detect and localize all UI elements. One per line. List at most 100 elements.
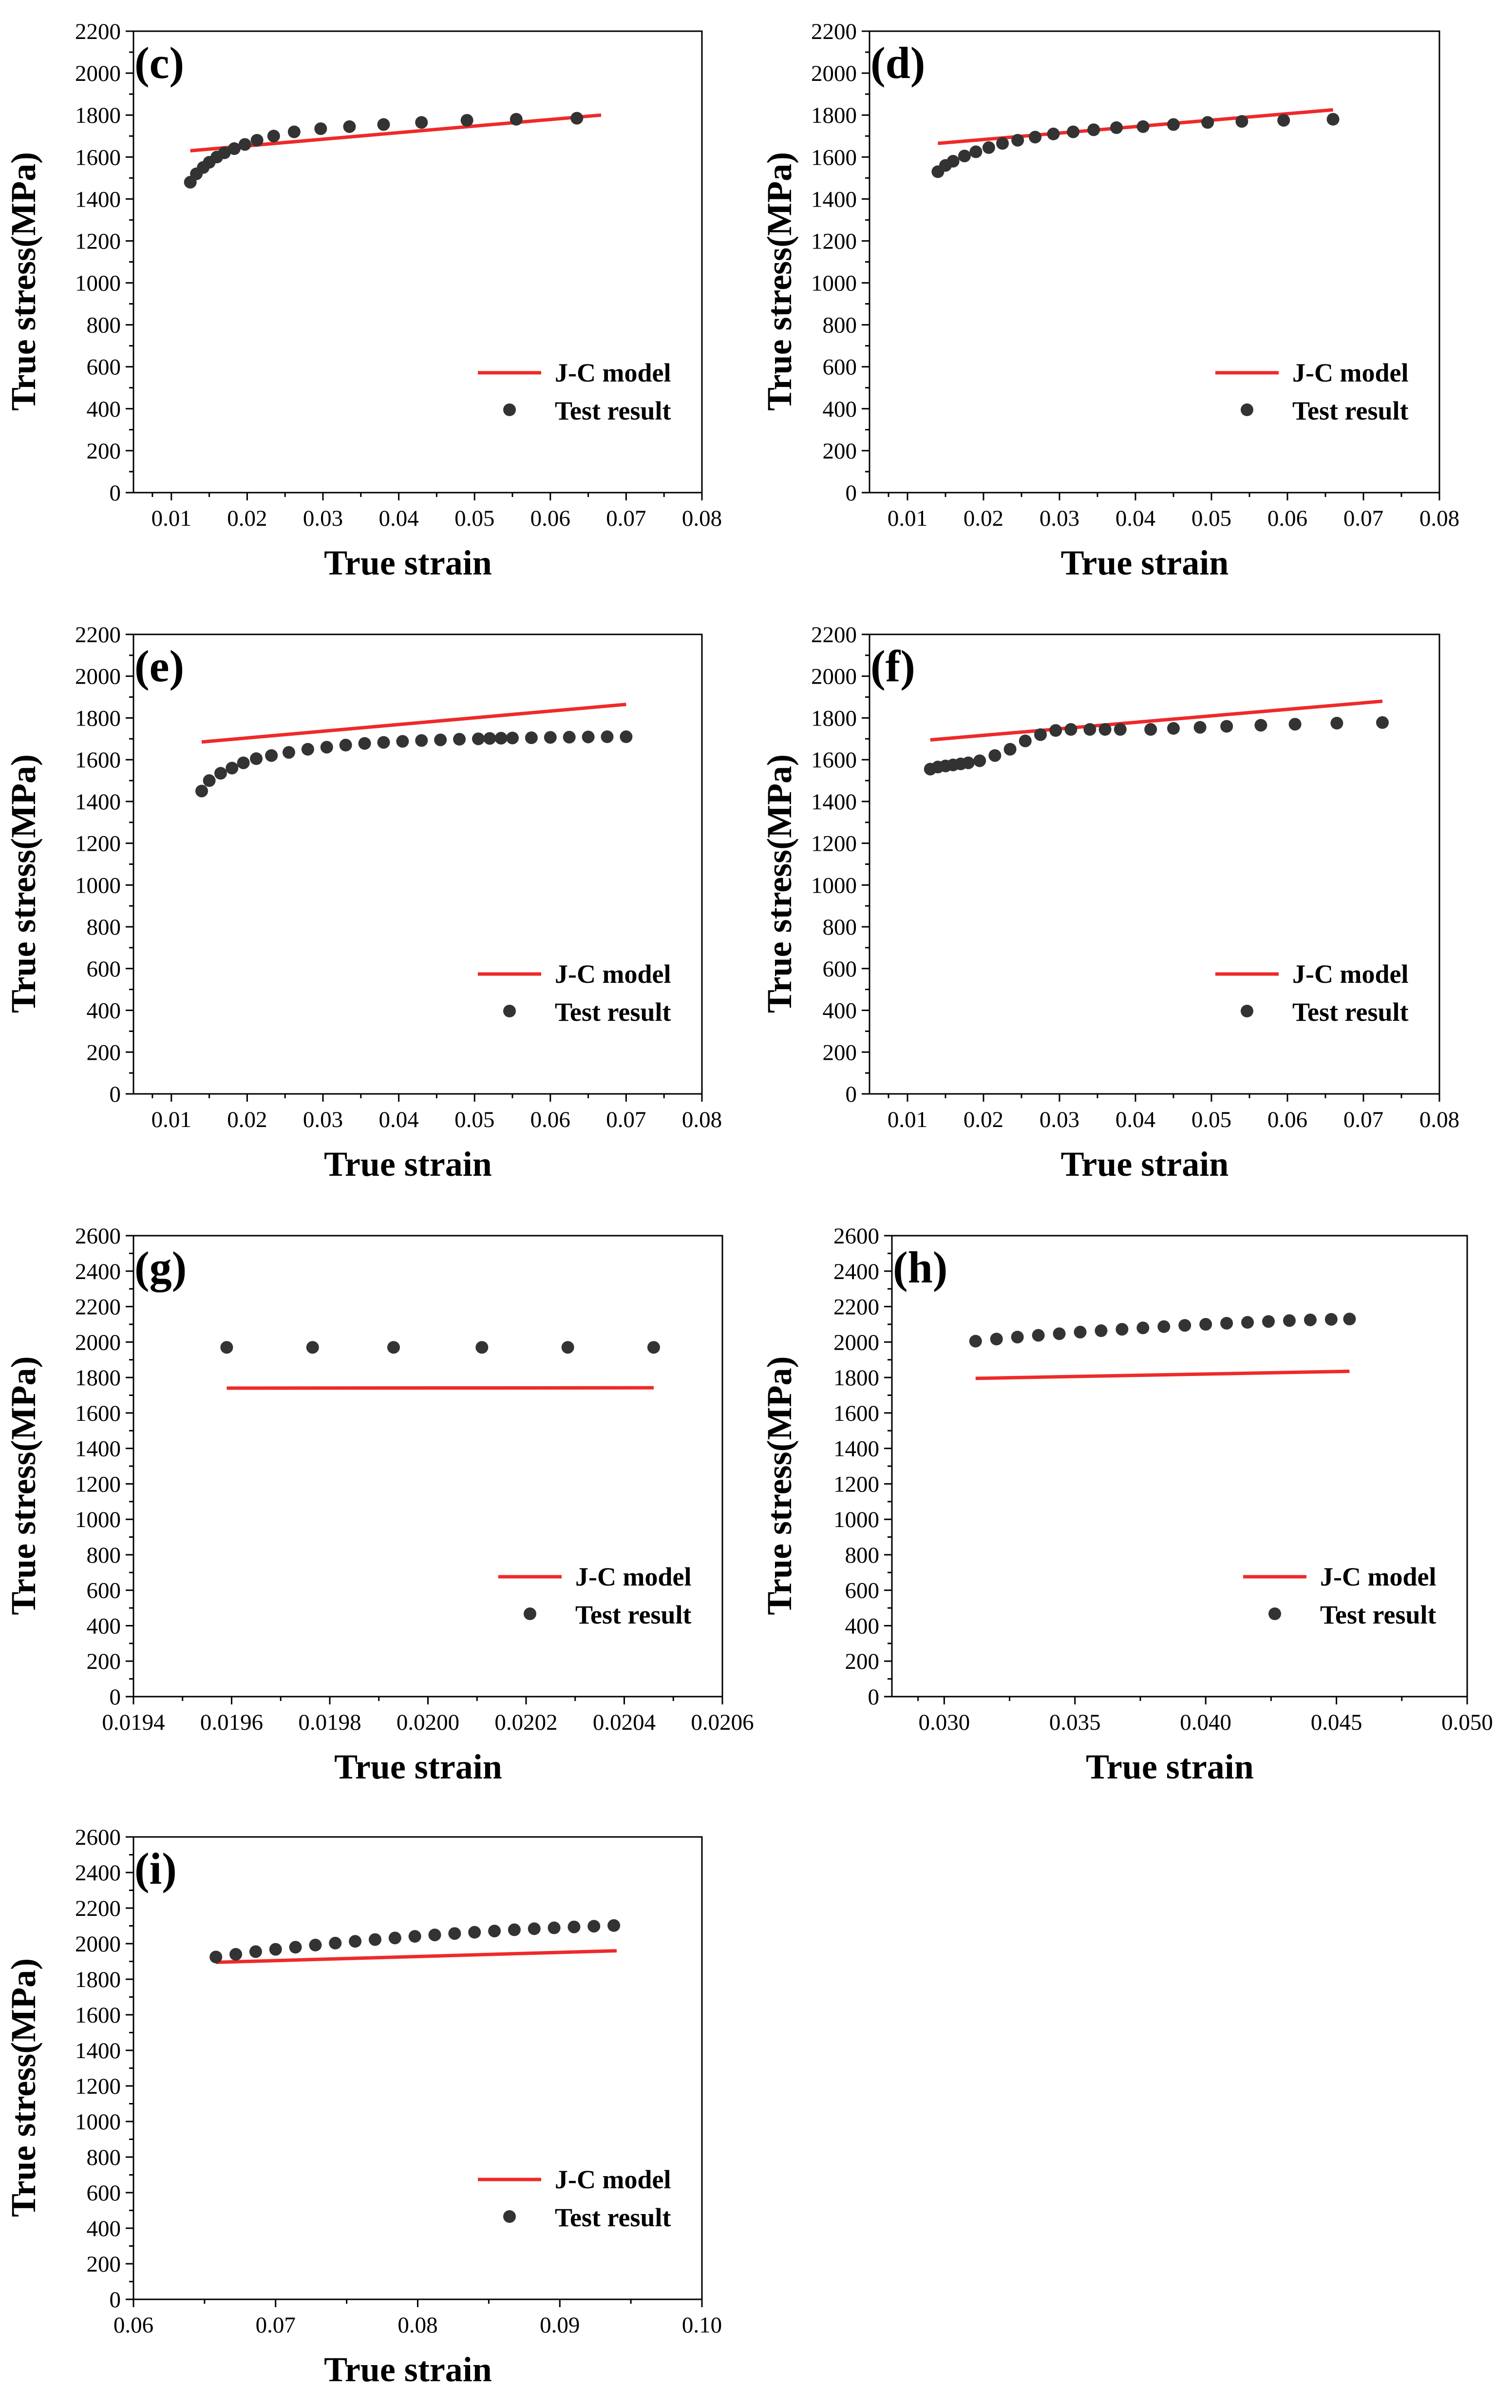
y-tick-label: 0 [846,1082,857,1107]
y-tick-label: 1600 [75,2003,121,2028]
y-tick-label: 800 [87,1543,121,1568]
legend-label-model: J-C model [555,2165,671,2194]
test-result-point [506,731,519,745]
x-tick-label: 0.05 [1191,506,1231,531]
test-result-point [1262,1315,1275,1328]
x-tick-label: 0.07 [606,506,646,531]
y-tick-label: 0 [110,1082,121,1107]
y-tick-label: 400 [87,998,121,1024]
y-tick-label: 2600 [833,1223,879,1249]
y-tick-label: 400 [845,1613,880,1639]
test-result-point [1330,717,1343,730]
y-tick-label: 2000 [811,664,857,689]
panel-label: (f) [870,641,915,691]
y-tick-label: 200 [87,1649,121,1674]
test-result-point [358,737,371,750]
panel-label: (g) [134,1242,187,1292]
y-tick-label: 2200 [75,622,121,648]
y-tick-label: 1600 [811,747,857,773]
test-result-point [988,749,1002,762]
test-result-point [1343,1313,1356,1326]
y-tick-label: 2400 [833,1259,879,1284]
test-result-point [1136,1321,1150,1335]
y-tick-label: 1400 [75,187,121,212]
x-tick-label: 0.06 [530,506,570,531]
y-tick-label: 600 [87,1578,121,1604]
test-result-point [377,118,390,131]
y-tick-label: 0 [110,480,121,506]
test-result-point [958,150,971,163]
test-result-point [1029,131,1042,144]
x-tick-label: 0.0202 [494,1710,557,1735]
test-result-point [428,1929,441,1942]
test-result-point [494,732,508,745]
y-tick-label: 2000 [75,664,121,689]
x-tick-label: 0.05 [454,1107,494,1132]
test-result-point [218,146,231,159]
chart-panel-g: 0 200 400 600 800 1000 1200 1400 1600 1800 2000 220… [4,1223,754,1786]
x-tick-label: 0.03 [303,506,343,531]
y-tick-label: 200 [87,1040,121,1065]
y-tick-label: 1400 [811,187,857,212]
legend-label-test: Test result [1292,997,1409,1027]
legend-marker-swatch [1241,403,1253,416]
test-result-point [349,1935,362,1948]
x-tick-label: 0.02 [964,506,1003,531]
x-axis-title: True strain [324,543,492,582]
y-tick-label: 600 [87,2180,121,2206]
x-tick-label: 0.02 [964,1107,1003,1132]
test-result-point [1167,118,1180,131]
test-result-point [1064,723,1077,736]
y-tick-label: 800 [87,313,121,338]
y-tick-label: 2400 [75,1860,121,1886]
y-tick-label: 600 [823,956,857,982]
y-tick-label: 2000 [811,61,857,86]
chart-panel-c: 0 200 400 600 800 1000 1200 1400 1600 1800 2000 220… [4,19,722,582]
y-axis-title: True stress(MPa) [760,152,799,411]
test-result-point [475,1341,489,1354]
x-tick-label: 0.045 [1311,1710,1362,1735]
legend-label-test: Test result [555,997,671,1027]
test-result-point [1220,720,1233,733]
y-tick-label: 2000 [75,61,121,86]
test-result-point [1235,115,1248,128]
test-result-point [1049,724,1062,737]
y-tick-label: 1600 [833,1401,879,1426]
y-tick-label: 2000 [75,1931,121,1957]
y-tick-label: 2600 [75,1825,121,1850]
test-result-point [343,120,356,133]
test-result-point [1011,1331,1024,1344]
jc-model-line [190,113,602,153]
y-axis-title: True stress(MPa) [760,754,799,1013]
test-result-point [488,1925,501,1938]
test-result-point [209,1950,223,1964]
jc-model-line [216,1949,617,1964]
test-result-point [982,141,995,154]
y-tick-label: 600 [845,1578,880,1604]
x-tick-label: 0.040 [1180,1710,1231,1735]
test-result-point [570,112,584,125]
panel-label: (d) [870,38,925,88]
x-tick-label: 0.05 [454,506,494,531]
test-result-point [1067,125,1080,138]
y-tick-label: 1000 [811,873,857,898]
test-result-point [368,1933,381,1946]
x-axis-title: True strain [334,1747,502,1786]
y-tick-label: 1000 [75,2109,121,2135]
panel-label: (c) [134,38,184,88]
y-tick-label: 2000 [75,1330,121,1355]
test-result-point [1098,723,1112,736]
y-tick-label: 200 [87,439,121,464]
x-tick-label: 0.01 [888,1107,927,1132]
x-tick-label: 0.04 [378,506,418,531]
test-result-point [990,1333,1003,1346]
y-axis-title: True stress(MPa) [4,1958,43,2217]
test-result-point [1095,1324,1108,1338]
x-tick-label: 0.08 [1419,1107,1459,1132]
test-result-point [1032,1329,1045,1342]
y-tick-label: 0 [846,480,857,506]
test-result-point [483,732,496,745]
y-tick-label: 1800 [75,706,121,731]
x-tick-label: 0.0204 [593,1710,656,1735]
test-result-point [544,731,557,744]
